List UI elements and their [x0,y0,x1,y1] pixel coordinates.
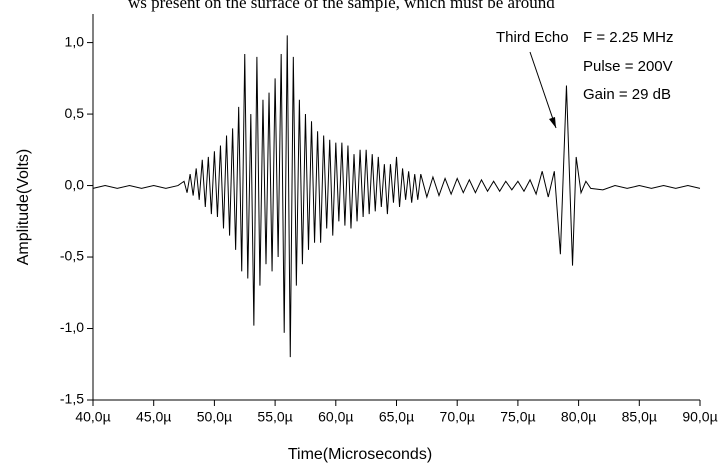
annotation: Gain = 29 dB [583,86,671,103]
y-tick-label: -1,5 [60,391,84,407]
annotation: Pulse = 200V [583,58,673,75]
arrow [529,51,557,129]
y-tick-label: -1,0 [60,319,84,335]
x-tick-label: 45,0µ [136,409,171,425]
waveform [92,35,701,358]
y-tick-label: 0,5 [65,105,85,121]
y-axis-title: Amplitude(Volts) [15,149,32,266]
x-tick-label: 70,0µ [440,409,475,425]
x-tick-label: 60,0µ [318,409,353,425]
y-tick-label: 1,0 [65,33,85,49]
y-tick-label: 0,0 [65,176,85,192]
x-tick-label: 50,0µ [197,409,232,425]
x-tick-label: 65,0µ [379,409,414,425]
annotation: Third Echo [496,29,569,46]
x-tick-label: 40,0µ [75,409,110,425]
x-tick-label: 85,0µ [622,409,657,425]
x-tick-label: 80,0µ [561,409,596,425]
cut-text: ws present on the surface of the sample,… [128,0,555,12]
x-tick-label: 55,0µ [257,409,292,425]
x-tick-label: 75,0µ [500,409,535,425]
annotation: F = 2.25 MHz [583,29,673,46]
arrow-head [549,117,556,128]
y-tick-label: -0,5 [60,248,84,264]
x-axis-title: Time(Microseconds) [288,446,432,463]
x-tick-label: 90,0µ [682,409,717,425]
